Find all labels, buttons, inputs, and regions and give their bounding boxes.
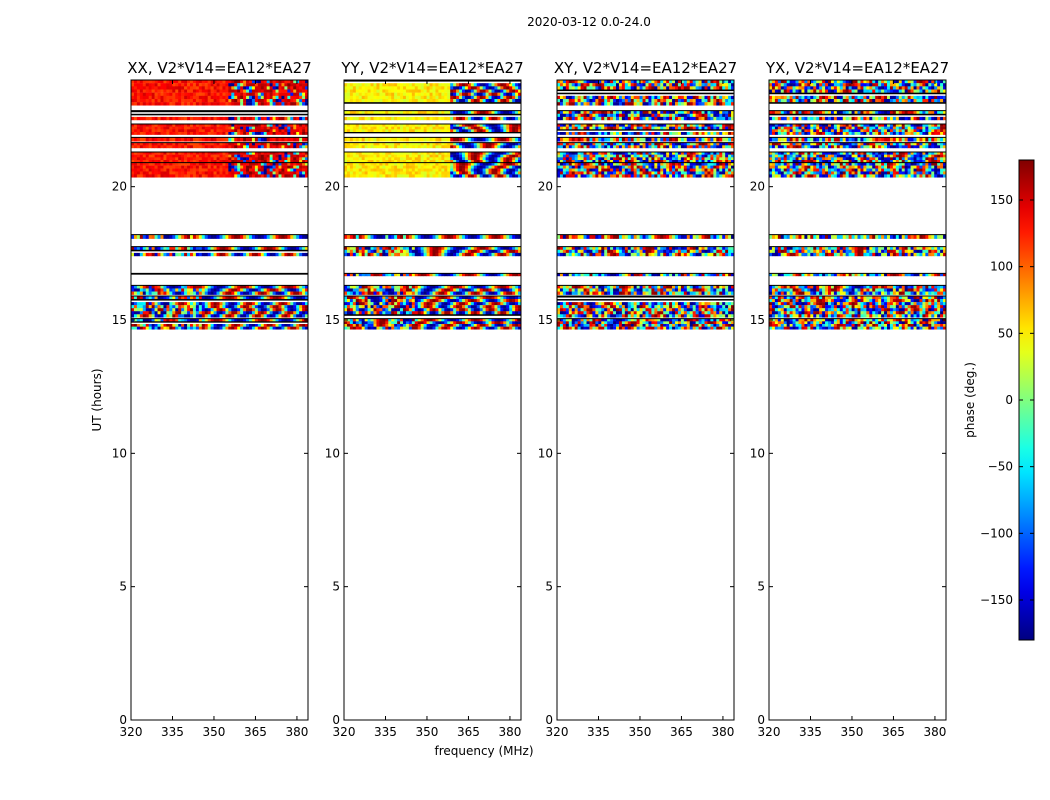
y-axis-label: UT (hours): [90, 368, 104, 431]
colorbar-tick-label: 150: [990, 193, 1013, 207]
x-tick-label: 320: [758, 725, 781, 739]
y-tick-label: 10: [112, 446, 127, 460]
phase-image: [557, 80, 734, 330]
x-tick-label: 335: [374, 725, 397, 739]
y-tick-label: 10: [325, 446, 340, 460]
y-tick-label: 20: [750, 180, 765, 194]
panels: XX, V2*V14=EA12*EA27 320 335 350 365 380 0 5 10 1…: [112, 59, 949, 739]
panel-title: YY, V2*V14=EA12*EA27: [340, 59, 523, 77]
axes-frame: [343, 79, 522, 721]
y-tick-label: 15: [325, 313, 340, 327]
x-tick-label: 320: [120, 725, 143, 739]
phase-image: [131, 80, 308, 330]
y-tick-label: 5: [332, 580, 340, 594]
y-tick-label: 15: [538, 313, 553, 327]
x-tick-label: 365: [882, 725, 905, 739]
panel-title: XX, V2*V14=EA12*EA27: [127, 59, 311, 77]
x-tick-label: 380: [711, 725, 734, 739]
y-tick-label: 0: [757, 713, 765, 727]
x-tick-label: 320: [333, 725, 356, 739]
colorbar-tick-label: −150: [980, 593, 1013, 607]
panel-title: XY, V2*V14=EA12*EA27: [554, 59, 737, 77]
colorbar-label: phase (deg.): [963, 362, 977, 438]
x-tick-label: 380: [498, 725, 521, 739]
x-tick-label: 335: [587, 725, 610, 739]
panel-xy: XY, V2*V14=EA12*EA27 320 335 350 365 380 0 5 10 1…: [538, 59, 737, 739]
x-tick-label: 335: [161, 725, 184, 739]
x-tick-label: 365: [670, 725, 693, 739]
y-tick-label: 20: [112, 180, 127, 194]
panel-xx: XX, V2*V14=EA12*EA27 320 335 350 365 380 0 5 10 1…: [112, 59, 312, 739]
x-tick-label: 320: [546, 725, 569, 739]
phase-image: [769, 80, 946, 330]
y-tick-label: 0: [545, 713, 553, 727]
y-tick-label: 15: [750, 313, 765, 327]
panel-title: YX, V2*V14=EA12*EA27: [765, 59, 949, 77]
panel-yy: YY, V2*V14=EA12*EA27 320 335 350 365 380 0 5 10 1…: [325, 59, 524, 739]
y-tick-label: 10: [538, 446, 553, 460]
axes-frame: [556, 79, 735, 721]
y-tick-label: 5: [545, 580, 553, 594]
x-tick-label: 350: [841, 725, 864, 739]
y-tick-label: 20: [538, 180, 553, 194]
y-tick-label: 0: [332, 713, 340, 727]
x-tick-label: 365: [457, 725, 480, 739]
x-tick-label: 365: [244, 725, 267, 739]
x-axis-label: frequency (MHz): [434, 744, 533, 758]
colorbar-tick-label: −100: [980, 526, 1013, 540]
x-tick-label: 350: [629, 725, 652, 739]
y-tick-label: 20: [325, 180, 340, 194]
panel-yx: YX, V2*V14=EA12*EA27 320 335 350 365 380 0 5 10 1…: [750, 59, 949, 739]
colorbar-tick-label: 100: [990, 260, 1013, 274]
y-tick-label: 10: [750, 446, 765, 460]
phase-image: [344, 80, 521, 330]
x-tick-label: 380: [285, 725, 308, 739]
axes-frame: [130, 79, 309, 721]
figure-title: 2020-03-12 0.0-24.0: [527, 15, 651, 29]
x-tick-label: 335: [799, 725, 822, 739]
y-tick-label: 5: [119, 580, 127, 594]
y-tick-label: 15: [112, 313, 127, 327]
axes-frame: [768, 79, 947, 721]
x-tick-label: 350: [203, 725, 226, 739]
y-tick-label: 0: [119, 713, 127, 727]
colorbar-tick-label: 0: [1005, 393, 1013, 407]
colorbar-tick-label: −50: [988, 460, 1013, 474]
x-tick-label: 350: [416, 725, 439, 739]
y-tick-label: 5: [757, 580, 765, 594]
colorbar-tick-label: 50: [998, 326, 1013, 340]
x-tick-label: 380: [923, 725, 946, 739]
colorbar: 150 100 50 0 −50 −100 −150: [980, 159, 1035, 641]
